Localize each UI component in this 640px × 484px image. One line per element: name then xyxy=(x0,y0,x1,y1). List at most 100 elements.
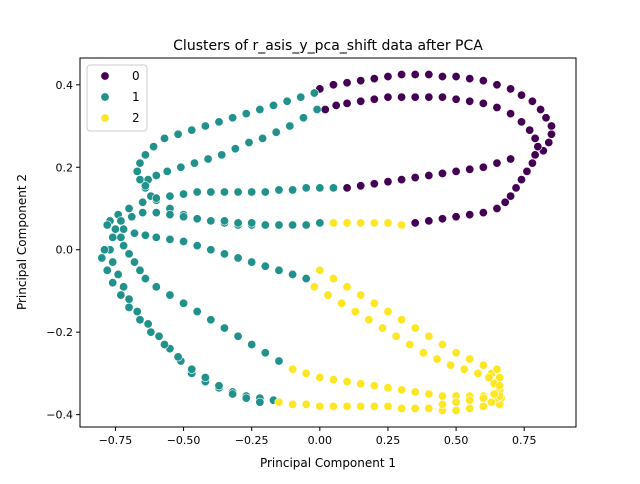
legend-box xyxy=(86,64,148,132)
cluster-2-point xyxy=(288,364,298,374)
cluster-2-point xyxy=(274,397,284,407)
cluster-2-point xyxy=(315,265,325,275)
cluster-2-point xyxy=(315,373,325,383)
cluster-1-point xyxy=(219,323,229,333)
cluster-1-point xyxy=(219,187,229,197)
y-axis: −0.4 −0.2 0.0 0.2 0.4 xyxy=(46,79,80,422)
cluster-2-point xyxy=(492,364,502,374)
cluster-1-point xyxy=(162,166,172,176)
cluster-1-point xyxy=(228,389,238,399)
cluster-2-point xyxy=(288,399,298,409)
cluster-2-point xyxy=(473,368,483,378)
cluster-2-point xyxy=(342,218,352,228)
cluster-1-point xyxy=(260,220,270,230)
x-tick-label: 0.50 xyxy=(444,434,469,447)
x-axis-label: Principal Component 1 xyxy=(260,456,396,470)
cluster-1-point xyxy=(192,187,202,197)
legend-label-2: 2 xyxy=(132,111,140,125)
y-tick-label: −0.4 xyxy=(46,409,73,422)
cluster-2-point xyxy=(465,403,475,413)
cluster-2-point xyxy=(410,403,420,413)
cluster-1-point xyxy=(108,278,118,288)
cluster-2-point xyxy=(328,218,338,228)
cluster-1-point xyxy=(146,327,156,337)
cluster-1-point xyxy=(102,220,112,230)
cluster-2-point xyxy=(424,389,434,399)
cluster-1-point xyxy=(151,171,161,181)
cluster-0-point xyxy=(492,80,502,90)
cluster-0-point xyxy=(424,171,434,181)
cluster-1-point xyxy=(130,257,140,267)
cluster-1-point xyxy=(247,257,257,267)
cluster-1-point xyxy=(230,144,240,154)
cluster-1-point xyxy=(247,187,257,197)
cluster-1-point xyxy=(127,212,137,222)
cluster-0-point xyxy=(500,197,510,207)
cluster-0-point xyxy=(342,78,352,88)
cluster-0-point xyxy=(544,138,554,148)
cluster-2-point xyxy=(328,274,338,284)
cluster-1-point xyxy=(189,158,199,168)
cluster-1-point xyxy=(206,315,216,325)
cluster-0-point xyxy=(530,150,540,160)
cluster-2-point xyxy=(356,379,366,389)
cluster-2-point xyxy=(418,348,428,358)
cluster-2-point xyxy=(369,218,379,228)
cluster-0-point xyxy=(320,105,330,115)
cluster-1-point xyxy=(247,340,257,350)
cluster-2-point xyxy=(356,401,366,411)
cluster-1-point xyxy=(124,302,134,312)
cluster-1-point xyxy=(301,183,311,193)
cluster-0-point xyxy=(492,102,502,112)
cluster-2-point xyxy=(364,315,374,325)
cluster-1-point xyxy=(228,113,238,123)
cluster-2-point xyxy=(451,397,461,407)
cluster-0-point xyxy=(397,69,407,79)
cluster-0-point xyxy=(397,92,407,102)
cluster-1-point xyxy=(233,218,243,228)
y-tick-label: 0.4 xyxy=(56,79,74,92)
cluster-1-point xyxy=(135,158,145,168)
chart-title: Clusters of r_asis_y_pca_shift data afte… xyxy=(173,38,483,54)
cluster-2-point xyxy=(356,218,366,228)
cluster-2-point xyxy=(378,323,388,333)
cluster-0-point xyxy=(369,94,379,104)
cluster-0-point xyxy=(522,166,532,176)
cluster-2-point xyxy=(342,377,352,387)
cluster-0-point xyxy=(383,72,393,82)
cluster-2-point xyxy=(437,340,447,350)
cluster-0-point xyxy=(410,218,420,228)
cluster-0-point xyxy=(530,133,540,143)
cluster-2-point xyxy=(489,389,499,399)
cluster-2-point xyxy=(432,354,442,364)
cluster-1-point xyxy=(192,214,202,224)
cluster-0-point xyxy=(451,94,461,104)
cluster-1-point xyxy=(140,274,150,284)
cluster-1-point xyxy=(100,245,110,255)
cluster-1-point xyxy=(274,220,284,230)
cluster-1-point xyxy=(110,224,120,234)
cluster-0-point xyxy=(516,90,526,100)
cluster-0-point xyxy=(546,129,556,139)
cluster-1-point xyxy=(179,236,189,246)
cluster-2-point xyxy=(337,298,347,308)
x-tick-label: 0.75 xyxy=(512,434,537,447)
cluster-1-point xyxy=(192,241,202,251)
cluster-2-point xyxy=(465,395,475,405)
y-tick-label: −0.2 xyxy=(46,326,73,339)
cluster-1-point xyxy=(298,113,308,123)
cluster-1-point xyxy=(130,228,140,238)
cluster-0-point xyxy=(437,214,447,224)
cluster-0-point xyxy=(369,74,379,84)
cluster-2-point xyxy=(342,282,352,292)
cluster-0-point xyxy=(527,158,537,168)
cluster-1-point xyxy=(176,162,186,172)
cluster-0-point xyxy=(478,98,488,108)
cluster-2-point xyxy=(495,381,505,391)
cluster-0-point xyxy=(525,125,535,135)
cluster-1-point xyxy=(288,269,298,279)
cluster-1-point xyxy=(173,129,183,139)
cluster-1-point xyxy=(219,249,229,259)
y-tick-label: 0.2 xyxy=(56,161,74,174)
cluster-0-point xyxy=(465,210,475,220)
